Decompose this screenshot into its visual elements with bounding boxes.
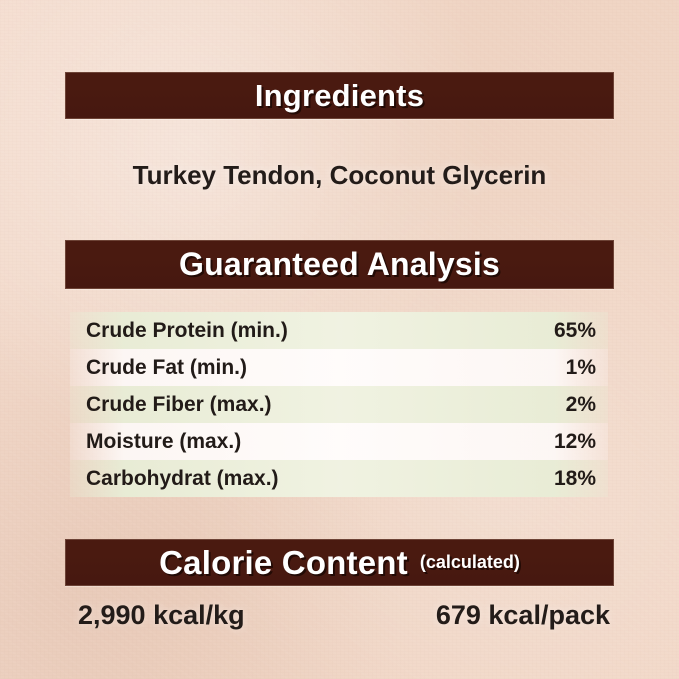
section-header-ingredients: Ingredients: [65, 72, 614, 119]
section-header-calorie-content: Calorie Content (calculated): [65, 539, 614, 586]
section-header-guaranteed-analysis: Guaranteed Analysis: [65, 240, 614, 289]
guaranteed-analysis-table: Crude Protein (min.) 65% Crude Fat (min.…: [70, 312, 608, 497]
calories-per-kg: 2,990 kcal/kg: [78, 600, 245, 630]
nutrient-label: Crude Protein (min.): [86, 318, 288, 342]
nutrient-label: Carbohydrat (max.): [86, 466, 279, 490]
calories-per-pack: 679 kcal/pack: [435, 600, 610, 630]
calorie-values-row: 2,990 kcal/kg 679 kcal/pack: [78, 600, 610, 631]
ingredients-text: Turkey Tendon, Coconut Glycerin: [132, 160, 547, 190]
table-row: Carbohydrat (max.) 18%: [70, 460, 608, 497]
nutrient-value: 65%: [553, 318, 596, 342]
guaranteed-analysis-heading: Guaranteed Analysis: [179, 246, 500, 282]
table-row: Moisture (max.) 12%: [70, 423, 608, 460]
nutrient-value: 1%: [565, 355, 596, 379]
table-row: Crude Fat (min.) 1%: [70, 349, 608, 386]
nutrient-label: Crude Fat (min.): [86, 355, 247, 379]
nutrient-value: 12%: [553, 429, 596, 453]
table-row: Crude Protein (min.) 65%: [70, 312, 608, 349]
nutrient-label: Crude Fiber (max.): [86, 392, 272, 416]
calorie-content-subheading: (calculated): [419, 552, 520, 572]
calorie-content-heading: Calorie Content: [159, 543, 408, 581]
table-row: Crude Fiber (max.) 2%: [70, 386, 608, 423]
nutrient-value: 2%: [565, 392, 596, 416]
nutrient-label: Moisture (max.): [86, 429, 242, 453]
nutrient-value: 18%: [553, 466, 596, 490]
ingredients-heading: Ingredients: [254, 77, 425, 113]
